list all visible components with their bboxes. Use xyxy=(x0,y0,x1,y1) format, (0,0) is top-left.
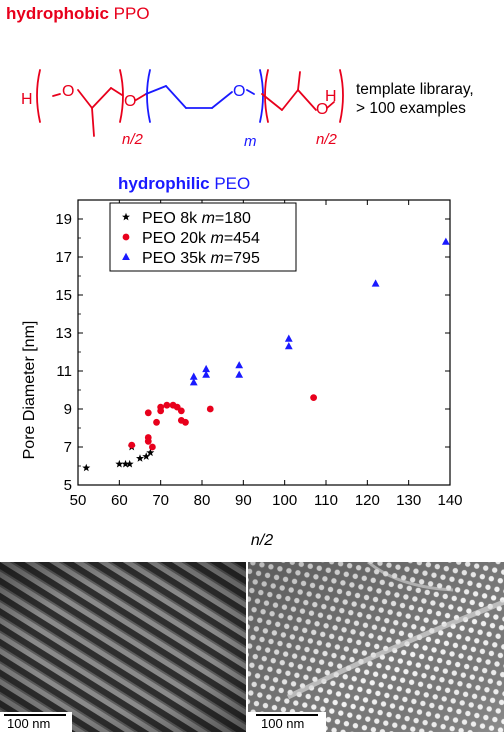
x-tick-label: 130 xyxy=(396,492,421,509)
peo-close-paren xyxy=(259,69,264,123)
x-tick-label: 140 xyxy=(437,492,462,509)
ppo-left-close-paren xyxy=(119,69,124,123)
data-point-triangle xyxy=(235,370,244,378)
subscript-n2-left: n/2 xyxy=(122,131,144,148)
oxygen-atom-3: O xyxy=(233,83,245,100)
chart-axes xyxy=(77,199,451,486)
tem-image-right: 100 nm xyxy=(248,562,504,732)
y-tick-label: 9 xyxy=(64,401,72,418)
data-point-circle xyxy=(128,441,136,449)
x-tick-label: 100 xyxy=(272,492,297,509)
legend-box xyxy=(109,202,297,272)
legend-entry-3: PEO 35k m=795 xyxy=(142,250,260,267)
oxygen-atom-4: O xyxy=(316,101,328,118)
data-point-triangle xyxy=(202,370,211,378)
ppo-left-open-paren xyxy=(36,69,41,123)
chart-marks xyxy=(82,237,450,472)
data-point-triangle xyxy=(235,361,244,369)
data-point-triangle xyxy=(189,372,198,380)
peo-open-paren xyxy=(146,69,151,123)
y-tick-label: 13 xyxy=(55,325,72,342)
data-point-star xyxy=(146,448,155,457)
data-point-triangle xyxy=(371,279,380,287)
y-tick-label: 11 xyxy=(56,363,72,380)
x-tick-label: 60 xyxy=(111,492,128,509)
side-note-line1: template libraray, xyxy=(356,81,474,98)
y-axis-label: Pore Diameter [nm] xyxy=(21,321,38,460)
peo-title: hydrophilic PEO xyxy=(118,174,250,194)
data-point-circle xyxy=(153,418,160,426)
subscript-m: m xyxy=(244,133,257,150)
tem-image-left: 100 nm xyxy=(0,562,246,732)
legend-entry-1: PEO 8k m=180 xyxy=(142,210,251,227)
data-point-star xyxy=(115,459,124,468)
data-point-triangle xyxy=(284,342,293,350)
legend-marker-triangle xyxy=(122,252,130,260)
oxygen-atom-2: O xyxy=(124,93,136,110)
data-point-triangle xyxy=(441,237,450,245)
data-point-circle xyxy=(163,401,171,409)
ppo-title-rest: PPO xyxy=(108,4,150,23)
x-tick-label: 70 xyxy=(152,492,169,509)
x-axis-label: n/2 xyxy=(251,532,273,549)
data-point-star xyxy=(121,459,130,468)
y-tick-label: 19 xyxy=(55,211,72,228)
legend-marker-circle xyxy=(122,233,130,241)
data-point-circle xyxy=(144,409,152,417)
right-scalebar-label: 100 nm xyxy=(258,716,308,731)
y-tick-label: 15 xyxy=(55,287,72,304)
block-copolymer-structure: H O O O O H n/2 m n/2 xyxy=(21,69,344,150)
data-point-circle xyxy=(149,443,156,451)
data-point-circle xyxy=(157,403,165,411)
data-point-circle xyxy=(206,405,214,413)
chart-legend: PEO 8k m=180 PEO 20k m=454 PEO 35k m=795 xyxy=(109,202,297,272)
h-left-atom: H xyxy=(21,91,33,108)
data-point-star xyxy=(136,454,144,462)
plot-frame xyxy=(77,199,451,486)
data-point-circle xyxy=(182,418,189,426)
x-tick-label: 90 xyxy=(235,492,252,509)
data-point-triangle xyxy=(284,334,293,342)
y-tick-label: 5 xyxy=(64,477,72,494)
subscript-n2-right: n/2 xyxy=(316,131,338,148)
pore-diameter-chart: 50 60 70 80 90 100 110 120 130 140 5 7 9 11 13 15 17 19 P… xyxy=(21,199,463,549)
side-note: template libraray, > 100 examples xyxy=(356,80,474,118)
x-tick-label: 50 xyxy=(70,492,87,509)
left-scalebar-label: 100 nm xyxy=(4,716,54,731)
y-tick-label: 7 xyxy=(64,439,72,456)
ppo-right-close-paren xyxy=(339,69,344,123)
data-point-circle xyxy=(310,394,317,401)
peo-title-bold: hydrophilic xyxy=(118,174,210,193)
ppo-title: hydrophobic PPO xyxy=(6,4,150,24)
oxygen-atom-1: O xyxy=(62,83,74,100)
side-note-line2: > 100 examples xyxy=(356,100,466,117)
data-point-circle xyxy=(177,407,185,415)
x-tick-label: 80 xyxy=(194,492,211,509)
h-right-label: H xyxy=(325,88,337,105)
data-point-star xyxy=(82,463,91,472)
data-point-triangle xyxy=(202,364,211,373)
legend-entry-2: PEO 20k m=454 xyxy=(142,230,260,247)
data-point-star xyxy=(142,452,151,460)
data-point-triangle xyxy=(189,378,198,386)
x-tick-label: 120 xyxy=(355,492,380,509)
x-tick-label: 110 xyxy=(314,492,338,509)
legend-marker-star xyxy=(122,212,130,221)
y-tick-label: 17 xyxy=(55,249,72,266)
peo-title-rest: PEO xyxy=(209,174,251,193)
ppo-title-bold: hydrophobic xyxy=(6,4,109,23)
data-point-star xyxy=(125,459,134,468)
data-point-circle xyxy=(144,434,152,441)
